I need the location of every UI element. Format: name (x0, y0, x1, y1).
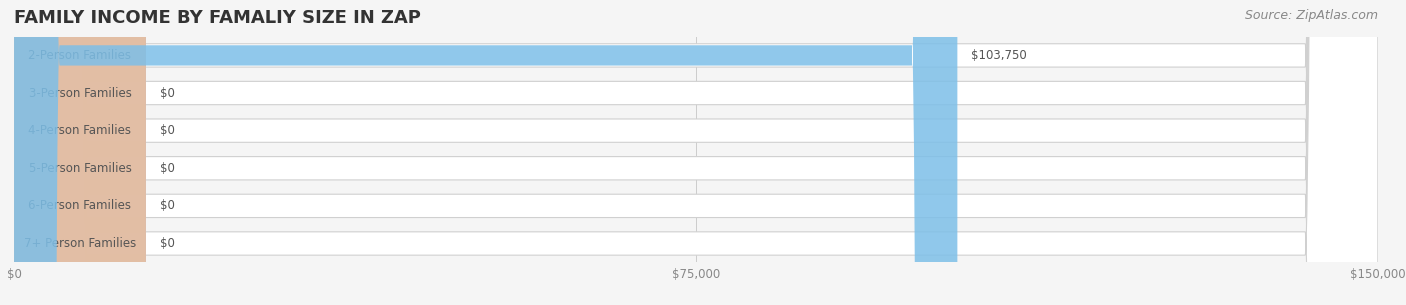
Text: $0: $0 (159, 87, 174, 99)
FancyBboxPatch shape (14, 0, 146, 305)
Text: 6-Person Families: 6-Person Families (28, 199, 132, 212)
Text: Source: ZipAtlas.com: Source: ZipAtlas.com (1244, 9, 1378, 22)
FancyBboxPatch shape (14, 0, 146, 305)
FancyBboxPatch shape (14, 0, 1378, 305)
Text: 2-Person Families: 2-Person Families (28, 49, 132, 62)
Text: FAMILY INCOME BY FAMALIY SIZE IN ZAP: FAMILY INCOME BY FAMALIY SIZE IN ZAP (14, 9, 420, 27)
Text: 4-Person Families: 4-Person Families (28, 124, 132, 137)
Text: $103,750: $103,750 (972, 49, 1026, 62)
FancyBboxPatch shape (14, 0, 1378, 305)
Text: 3-Person Families: 3-Person Families (28, 87, 131, 99)
FancyBboxPatch shape (14, 0, 146, 305)
Text: 7+ Person Families: 7+ Person Families (24, 237, 136, 250)
FancyBboxPatch shape (14, 0, 146, 305)
FancyBboxPatch shape (14, 0, 1378, 305)
Text: $0: $0 (159, 124, 174, 137)
FancyBboxPatch shape (14, 0, 1378, 305)
FancyBboxPatch shape (14, 0, 146, 305)
Text: $0: $0 (159, 237, 174, 250)
FancyBboxPatch shape (14, 0, 146, 305)
Text: $0: $0 (159, 199, 174, 212)
Text: $0: $0 (159, 162, 174, 175)
FancyBboxPatch shape (14, 0, 1378, 305)
FancyBboxPatch shape (14, 0, 1378, 305)
FancyBboxPatch shape (14, 0, 957, 305)
Text: 5-Person Families: 5-Person Families (28, 162, 131, 175)
